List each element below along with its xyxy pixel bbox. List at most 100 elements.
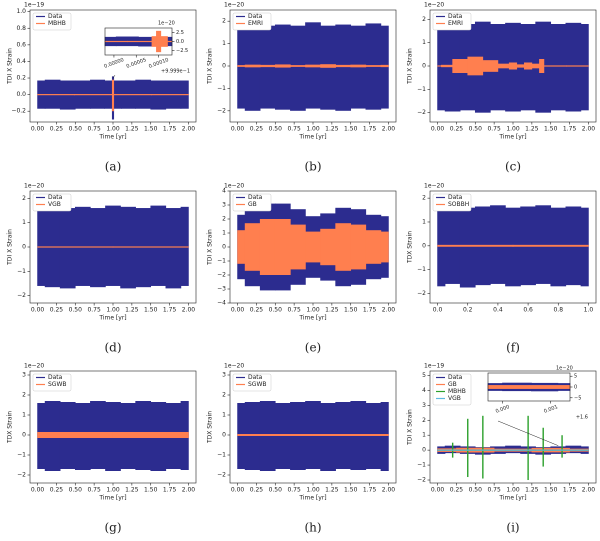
y-multiplier: 1e−20 [24, 363, 44, 370]
series-band [237, 65, 246, 67]
y-tick-label: −2 [17, 472, 26, 479]
series-band [437, 65, 442, 67]
x-axis-label: Time [yr] [298, 134, 326, 141]
series-band [482, 60, 499, 72]
y-tick-label: −2 [417, 477, 426, 484]
y-axis-label: TDI X Strain [7, 48, 14, 85]
series-band [44, 205, 61, 288]
y-multiplier: 1e−20 [224, 2, 244, 9]
y-tick-label: −0.2 [11, 108, 26, 115]
x-tick-label: 0.00 [231, 126, 245, 133]
caption: (e) [305, 341, 321, 355]
legend [32, 373, 72, 392]
series-band [380, 231, 389, 263]
x-tick-label: 1.00 [306, 126, 320, 133]
x-tick-label: 1.25 [325, 307, 339, 314]
x-tick-label: 0.50 [469, 487, 483, 494]
legend [232, 193, 272, 212]
legend-label: Data [48, 13, 63, 20]
y-tick-label: −2.5 [176, 48, 188, 54]
series-band [542, 427, 544, 467]
series-band [531, 63, 540, 69]
x-tick-label: 1.00 [506, 126, 520, 133]
series-band [487, 385, 530, 389]
x-tick-label: 0.25 [50, 126, 64, 133]
x-tick-label: 1.75 [563, 487, 577, 494]
series-band [237, 230, 246, 264]
y-tick-label: 3 [422, 402, 426, 409]
series-band [237, 434, 314, 436]
x-tick-label: 0.6 [523, 307, 533, 314]
series-band [167, 40, 173, 43]
y-tick-label: 1 [222, 40, 226, 47]
x-tick-label: 1.75 [163, 126, 177, 133]
x-offset: +9.999e−1 [161, 69, 190, 75]
series-band [120, 206, 136, 289]
x-tick-label: 1.50 [144, 307, 158, 314]
x-axis-label: Time [yr] [98, 495, 126, 502]
series-band [290, 25, 306, 111]
y-tick-label: 1 [422, 432, 426, 439]
x-tick-label: 0.25 [250, 487, 264, 494]
caption: (h) [304, 521, 321, 535]
y-tick-label: 3 [222, 372, 226, 379]
series-band [335, 223, 352, 271]
x-tick-label: 0.001 [543, 404, 559, 415]
x-tick-label: 0.75 [487, 126, 501, 133]
series-band [437, 207, 446, 287]
x-tick-label: 1.75 [363, 307, 377, 314]
y-tick-label: 0 [222, 432, 226, 439]
y-tick-label: 1 [422, 39, 426, 46]
x-tick-label: 0.25 [450, 487, 464, 494]
x-tick-label: 0.75 [87, 126, 101, 133]
legend-label: MBHB [448, 388, 466, 395]
x-axis-label: Time [yr] [498, 134, 526, 141]
y-tick-label: −2 [417, 109, 426, 116]
x-tick-label: 2.00 [182, 307, 196, 314]
series-band [543, 65, 567, 67]
y-multiplier: 1e−20 [158, 21, 175, 27]
axes-frame [429, 190, 597, 304]
legend-label: SOBBH [448, 201, 469, 208]
series-band [580, 24, 589, 111]
x-tick-label: 0.00 [31, 126, 45, 133]
x-tick-label: 0.000 [495, 404, 511, 415]
x-tick-label: 1.00 [106, 126, 120, 133]
y-tick-label: −1 [417, 86, 426, 93]
series-band [74, 94, 113, 96]
y-tick-label: 2.5 [176, 30, 184, 36]
y-tick-label: 2 [22, 392, 26, 399]
series-band [365, 230, 382, 264]
y-multiplier: 1e−20 [224, 363, 244, 370]
series-band [467, 418, 469, 478]
y-axis-label: TDI X Strain [407, 48, 414, 85]
series-band [165, 208, 182, 289]
caption: (d) [104, 341, 121, 355]
x-tick-label: 2.00 [182, 487, 196, 494]
y-tick-label: 2 [222, 18, 226, 25]
y-tick-label: 0.8 [16, 25, 26, 32]
series-band [441, 64, 453, 68]
caption: (b) [304, 160, 321, 174]
y-tick-label: 0 [574, 385, 577, 391]
legend-label: GB [448, 381, 457, 388]
legend-label: VGB [448, 395, 461, 402]
y-tick-label: −1 [217, 452, 226, 459]
y-tick-label: 4 [422, 387, 426, 394]
series-band [350, 64, 367, 68]
caption: (c) [505, 160, 521, 174]
series-band [482, 415, 484, 479]
series-band [237, 25, 246, 109]
y-tick-label: 0.0 [176, 39, 184, 45]
caption: (a) [105, 160, 122, 174]
x-tick-label: 1.50 [344, 126, 358, 133]
x-tick-label: 1.75 [163, 307, 177, 314]
y-tick-label: 0 [422, 242, 426, 249]
x-tick-label: 1.00 [306, 487, 320, 494]
legend-label: VGB [48, 201, 61, 208]
y-tick-label: 0 [222, 63, 226, 70]
series-band [244, 64, 261, 68]
x-tick-label: 1.25 [525, 487, 539, 494]
x-tick-label: 1.0 [584, 307, 594, 314]
y-tick-label: −2 [417, 290, 426, 297]
